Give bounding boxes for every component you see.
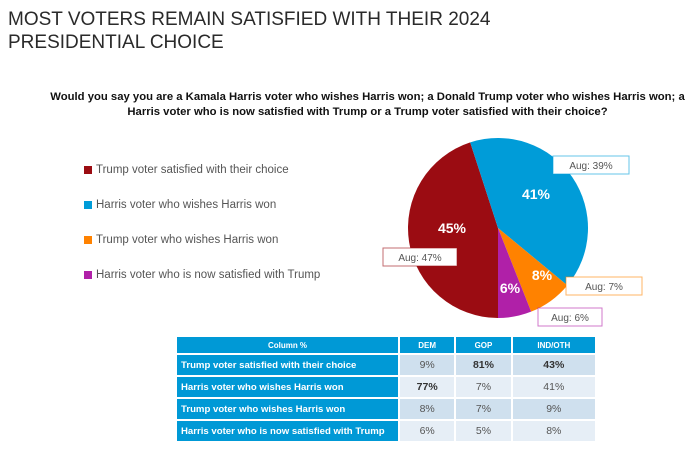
title-line-2: PRESIDENTIAL CHOICE [8,32,224,53]
row-label: Trump voter who wishes Harris won [177,399,398,419]
legend-item: Trump voter who wishes Harris won [84,234,278,246]
legend-swatch [84,271,92,279]
aug-comparison-box [552,155,630,175]
slice-value-label: 8% [532,267,553,283]
aug-comparison-box [565,276,643,296]
cell: 41% [512,377,595,397]
legend-item: Trump voter satisfied with their choice [84,164,289,176]
cell: 6% [400,421,455,441]
table-header-row: Column % DEM GOP IND/OTH [177,337,595,353]
legend-swatch [84,201,92,209]
header-ind-oth: IND/OTH [512,337,595,353]
legend-label: Harris voter who wishes Harris won [96,199,277,211]
pie-slice [498,228,568,312]
pie-slice [470,137,589,286]
aug-comparison-label: Aug: 7% [585,282,623,293]
survey-question: Would you say you are a Kamala Harris vo… [50,91,685,118]
aug-comparison-label: Aug: 47% [398,253,441,264]
cell: 77% [400,377,455,397]
legend-label: Trump voter who wishes Harris won [96,234,279,246]
crosstab-table: Column % DEM GOP IND/OTH Trump voter sat… [175,335,597,443]
aug-comparison-box [537,307,603,327]
pie-slice [408,142,498,318]
table-row: Harris voter who is now satisfied with T… [177,421,595,441]
header-dem: DEM [400,337,455,353]
legend-swatch [84,236,92,244]
legend-item: Harris voter who is now satisfied with T… [84,269,320,281]
table-row: Trump voter satisfied with their choice … [177,355,595,375]
cell: 5% [456,421,511,441]
slide-title: MOST VOTERS REMAIN SATISFIED WITH THEIR … [8,8,490,54]
cell: 8% [512,421,595,441]
cell: 43% [512,355,595,375]
pie-slice [498,228,532,318]
aug-comparison-box [382,247,458,267]
row-label: Trump voter satisfied with their choice [177,355,398,375]
legend-label: Harris voter who is now satisfied with T… [96,269,321,281]
slice-value-label: 41% [522,186,551,202]
row-label: Harris voter who wishes Harris won [177,377,398,397]
aug-comparison-label: Aug: 6% [551,313,589,324]
legend-item: Harris voter who wishes Harris won [84,199,276,211]
cell: 9% [400,355,455,375]
legend-label: Trump voter satisfied with their choice [96,164,289,176]
aug-comparison-label: Aug: 39% [569,161,612,172]
cell: 81% [456,355,511,375]
cell: 8% [400,399,455,419]
header-column-pct: Column % [177,337,398,353]
slice-value-label: 45% [438,220,467,236]
slice-value-label: 6% [500,280,521,296]
row-label: Harris voter who is now satisfied with T… [177,421,398,441]
cell: 7% [456,399,511,419]
title-line-1: MOST VOTERS REMAIN SATISFIED WITH THEIR … [8,9,491,30]
cell: 7% [456,377,511,397]
table-row: Harris voter who wishes Harris won 77% 7… [177,377,595,397]
cell: 9% [512,399,595,419]
legend-swatch [84,166,92,174]
header-gop: GOP [456,337,511,353]
table-row: Trump voter who wishes Harris won 8% 7% … [177,399,595,419]
